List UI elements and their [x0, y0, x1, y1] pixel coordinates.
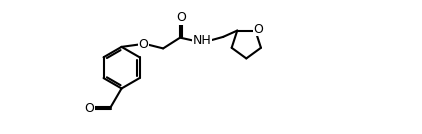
Text: O: O — [254, 23, 263, 36]
Text: O: O — [138, 38, 148, 51]
Text: O: O — [176, 11, 186, 24]
Text: NH: NH — [192, 34, 211, 47]
Text: O: O — [84, 102, 94, 115]
